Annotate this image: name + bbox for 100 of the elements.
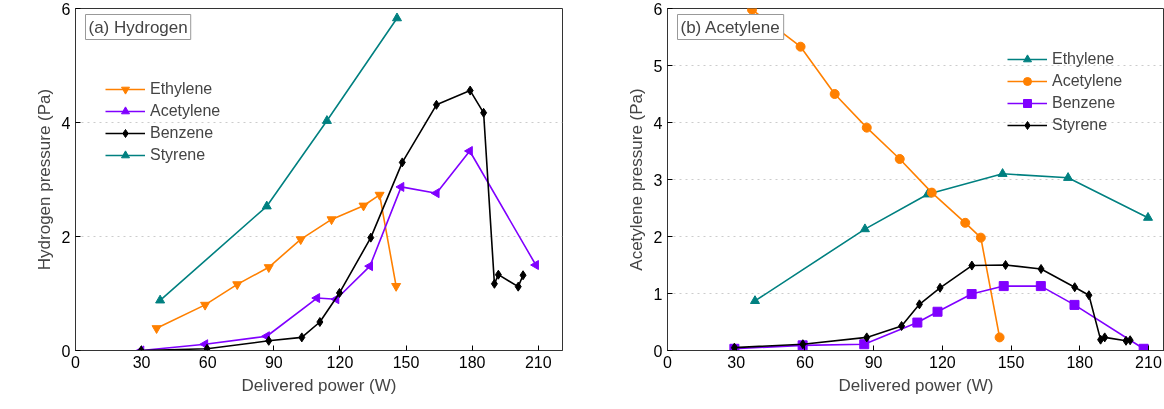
y-tick-label: 5 [653, 57, 663, 75]
x-tick-label: 60 [796, 353, 814, 371]
point [391, 282, 402, 292]
point [898, 320, 906, 331]
point [316, 317, 324, 327]
point [490, 278, 498, 289]
x-tick-label: 150 [997, 353, 1025, 371]
point [530, 260, 539, 270]
point [430, 188, 440, 199]
point [960, 217, 971, 228]
point [364, 261, 373, 272]
point [1069, 299, 1080, 310]
point [367, 232, 375, 243]
point [326, 216, 337, 226]
y-tick-label: 3 [653, 171, 663, 189]
point [151, 325, 162, 334]
point [519, 270, 527, 281]
point [1085, 290, 1093, 301]
point [1143, 211, 1154, 221]
point [155, 294, 166, 304]
y-tick-label: 4 [61, 114, 71, 132]
legend-label: Styrene [150, 146, 206, 164]
point [466, 85, 474, 96]
point [1002, 260, 1010, 270]
point [200, 301, 211, 311]
point [311, 293, 321, 304]
point [464, 146, 473, 156]
y-tick-label: 6 [653, 0, 663, 18]
point [398, 157, 406, 168]
point [912, 317, 923, 328]
x-axis-title: Delivered power (W) [241, 375, 397, 395]
text: (a) Hydrogen [88, 17, 188, 37]
point [968, 260, 976, 271]
x-axis-title: Delivered power (W) [838, 375, 994, 395]
point [295, 236, 306, 246]
point [936, 282, 944, 293]
point [749, 295, 760, 305]
x-tick-label: 210 [524, 353, 552, 371]
y-tick-label: 2 [61, 228, 71, 246]
y-tick-label: 6 [61, 0, 71, 18]
point [358, 202, 369, 212]
x-tick-label: 120 [928, 353, 956, 371]
point [966, 289, 977, 300]
point [480, 107, 488, 118]
x-tick-label: 210 [1135, 353, 1162, 371]
point [915, 299, 923, 310]
point [998, 281, 1009, 292]
y-tick-label: 2 [653, 228, 663, 246]
y-axis-title: Acetylene pressure (Pa) [626, 88, 646, 271]
text: (b) Acetylene [680, 17, 780, 37]
point [494, 269, 502, 280]
point [1037, 263, 1045, 274]
x-tick-label: 180 [458, 353, 486, 371]
x-tick-label: 30 [132, 353, 151, 371]
point [263, 264, 274, 273]
legend-label: Ethylene [1052, 50, 1115, 68]
point [1071, 282, 1079, 293]
point [932, 306, 943, 317]
point [261, 200, 272, 210]
point [392, 12, 403, 22]
legend-label: Benzene [1052, 94, 1116, 112]
point [1035, 281, 1046, 292]
y-tick-label: 1 [653, 285, 663, 303]
point [321, 115, 332, 124]
point [335, 287, 343, 298]
y-tick-label: 4 [653, 114, 663, 132]
point [863, 332, 871, 343]
point [514, 281, 522, 292]
point [859, 339, 870, 350]
point [894, 153, 905, 164]
legend-label: Ethylene [150, 80, 213, 98]
point [395, 181, 405, 192]
x-tick-label: 180 [1066, 353, 1094, 371]
point [994, 332, 1005, 343]
y-tick-label: 0 [61, 342, 71, 360]
x-tick-label: 60 [198, 353, 217, 371]
point [232, 281, 243, 291]
point [1101, 332, 1109, 343]
point [432, 99, 440, 110]
x-tick-label: 30 [727, 353, 746, 371]
point [795, 41, 806, 52]
x-tick-label: 120 [326, 353, 354, 371]
point [374, 191, 385, 201]
legend-label: Styrene [1052, 116, 1108, 134]
legend-label: Acetylene [1052, 72, 1123, 90]
y-axis-title: Hydrogen pressure (Pa) [34, 88, 54, 271]
point [861, 122, 872, 133]
point [265, 335, 273, 346]
point [859, 223, 870, 233]
x-tick-label: 90 [264, 353, 283, 371]
x-tick-label: 150 [392, 353, 420, 371]
legend-label: Acetylene [150, 102, 221, 120]
point [926, 187, 937, 198]
legend-label: Benzene [150, 124, 214, 142]
point [997, 168, 1008, 177]
point [298, 332, 306, 343]
x-tick-label: 90 [864, 353, 883, 371]
y-tick-label: 0 [653, 342, 663, 360]
point [975, 232, 986, 243]
point [1063, 172, 1074, 181]
